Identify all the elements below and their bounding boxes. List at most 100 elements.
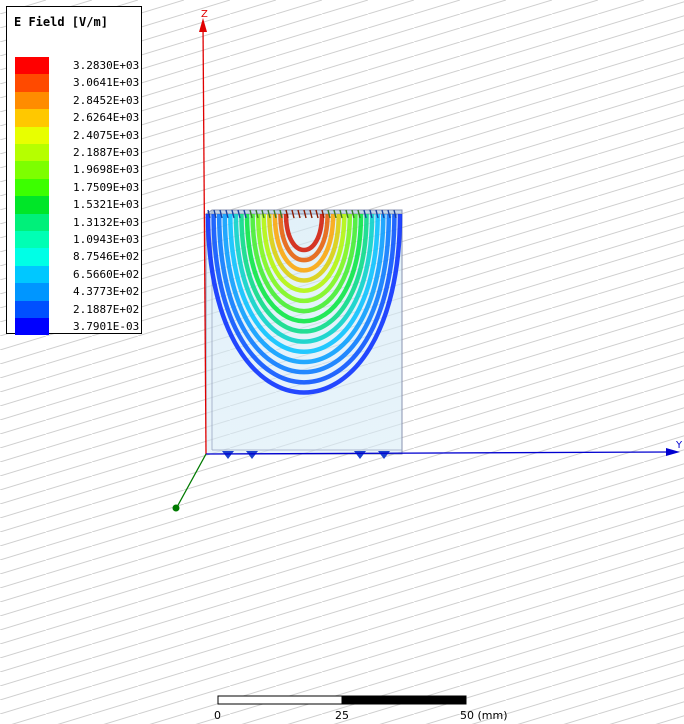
legend-swatch: [15, 265, 49, 284]
surface-arrow: [267, 209, 271, 219]
surface-arrow: [237, 209, 241, 219]
surface-arrow: [279, 209, 283, 219]
field-arc: [228, 213, 380, 354]
surface-arrow: [315, 209, 319, 219]
legend-entry: 6.5660E+02: [15, 265, 140, 284]
y-axis-label: Y: [676, 440, 683, 451]
legend-value: 3.0641E+03: [73, 76, 140, 90]
surface-arrow: [351, 209, 355, 219]
surface-arrow: [387, 209, 391, 219]
surface-arrow: [381, 209, 385, 219]
field-arc: [216, 213, 392, 375]
x-axis: [176, 453, 207, 508]
surface-arrow: [309, 209, 313, 219]
legend-value: 2.6264E+03: [73, 111, 140, 125]
legend-swatch: [15, 248, 49, 266]
surface-arrow: [231, 209, 235, 219]
z-axis-arrowhead: [199, 18, 207, 32]
surface-arrow: [249, 209, 253, 219]
legend-value: 2.4075E+03: [73, 128, 140, 142]
scale-tick-25: 25: [335, 709, 349, 722]
legend-entry: 1.0943E+03: [15, 231, 140, 249]
field-arc: [205, 213, 403, 395]
legend-swatch: [15, 91, 49, 110]
legend-value: 1.0943E+03: [73, 233, 140, 246]
z-axis: [202, 23, 207, 455]
field-arc: [255, 213, 353, 304]
z-axis-label: Z: [201, 9, 208, 20]
surface-arrow: [255, 209, 259, 219]
surface-arrows: [207, 209, 397, 219]
legend-value: 2.8452E+03: [73, 93, 140, 107]
legend-entry: 2.1887E+02: [15, 300, 139, 318]
field-arc: [250, 213, 358, 314]
surface-arrow: [207, 209, 211, 219]
legend-swatch: [15, 161, 49, 179]
field-arc: [283, 213, 325, 253]
field-arc: [239, 213, 369, 334]
surface-arrow: [225, 209, 229, 219]
legend-entry: 2.1887E+03: [15, 144, 140, 162]
y-axis-arrowhead: [666, 448, 680, 456]
legend-swatch: [15, 300, 49, 318]
legend-value: 1.7509E+03: [73, 180, 140, 194]
surface-arrow: [393, 209, 397, 219]
legend-value: 3.2830E+03: [73, 59, 140, 72]
legend-value: 1.3132E+03: [73, 215, 140, 229]
legend-swatch: [15, 283, 49, 301]
field-arc: [267, 213, 341, 283]
legend-entry: 3.7901E-03: [15, 318, 140, 336]
field-arc: [233, 213, 375, 344]
surface-arrow: [345, 209, 349, 219]
legend-entry: 2.8452E+03: [15, 91, 140, 110]
axis-triad: [172, 18, 680, 512]
legend-entry: 2.4075E+03: [15, 126, 140, 144]
legend-swatch: [15, 178, 49, 197]
legend-swatch: [15, 126, 49, 144]
legend-swatch: [15, 318, 49, 336]
legend-entry: 3.0641E+03: [15, 74, 140, 92]
surface-arrow: [327, 209, 331, 219]
x-axis-end: [172, 504, 180, 512]
color-legend[interactable]: E Field [V/m] 3.2830E+03 3.0641E+03 2.8452…: [6, 6, 142, 336]
legend-swatch: [15, 144, 49, 162]
legend-entry: 4.3773E+02: [15, 283, 140, 301]
legend-entry: 1.7509E+03: [15, 178, 140, 197]
surface-arrow: [369, 209, 373, 219]
legend-value: 2.1887E+03: [73, 146, 140, 159]
legend-swatch: [15, 196, 49, 214]
legend-entry: 2.6264E+03: [15, 109, 140, 127]
surface-arrow: [285, 209, 289, 219]
legend-value: 4.3773E+02: [73, 285, 140, 299]
surface-arrow: [339, 209, 343, 219]
field-arc: [211, 213, 397, 385]
field-arc: [222, 213, 386, 365]
legend-entry: 1.3132E+03: [15, 213, 140, 231]
legend-swatch: [15, 109, 49, 127]
legend-swatch: [15, 74, 49, 92]
field-arrowhead: [246, 451, 258, 459]
surface-arrow: [333, 209, 337, 219]
surface-arrow: [213, 209, 217, 219]
legend-value: 3.7901E-03: [73, 320, 140, 333]
scale-tick-50: 50 (mm): [460, 709, 508, 722]
legend-entry: 1.9698E+03: [15, 161, 140, 179]
field-arc: [278, 213, 330, 263]
surface-arrow: [303, 209, 307, 219]
legend-title: E Field [V/m]: [14, 15, 108, 29]
legend-entry: 1.5321E+03: [15, 196, 139, 214]
legend-value: 1.9698E+03: [73, 163, 140, 177]
surface-arrow: [297, 209, 301, 219]
surface-arrow: [261, 209, 265, 219]
field-streamlines: [205, 213, 403, 459]
surface-arrow: [219, 209, 223, 219]
legend-value: 6.5660E+02: [73, 267, 140, 281]
surface-arrow: [375, 209, 379, 219]
field-arc: [244, 213, 364, 324]
surface-arrow: [291, 209, 295, 219]
surface-arrow: [363, 209, 367, 219]
surface-arrow: [321, 209, 325, 219]
surface-arrow: [243, 209, 247, 219]
legend-swatch: [15, 57, 49, 75]
